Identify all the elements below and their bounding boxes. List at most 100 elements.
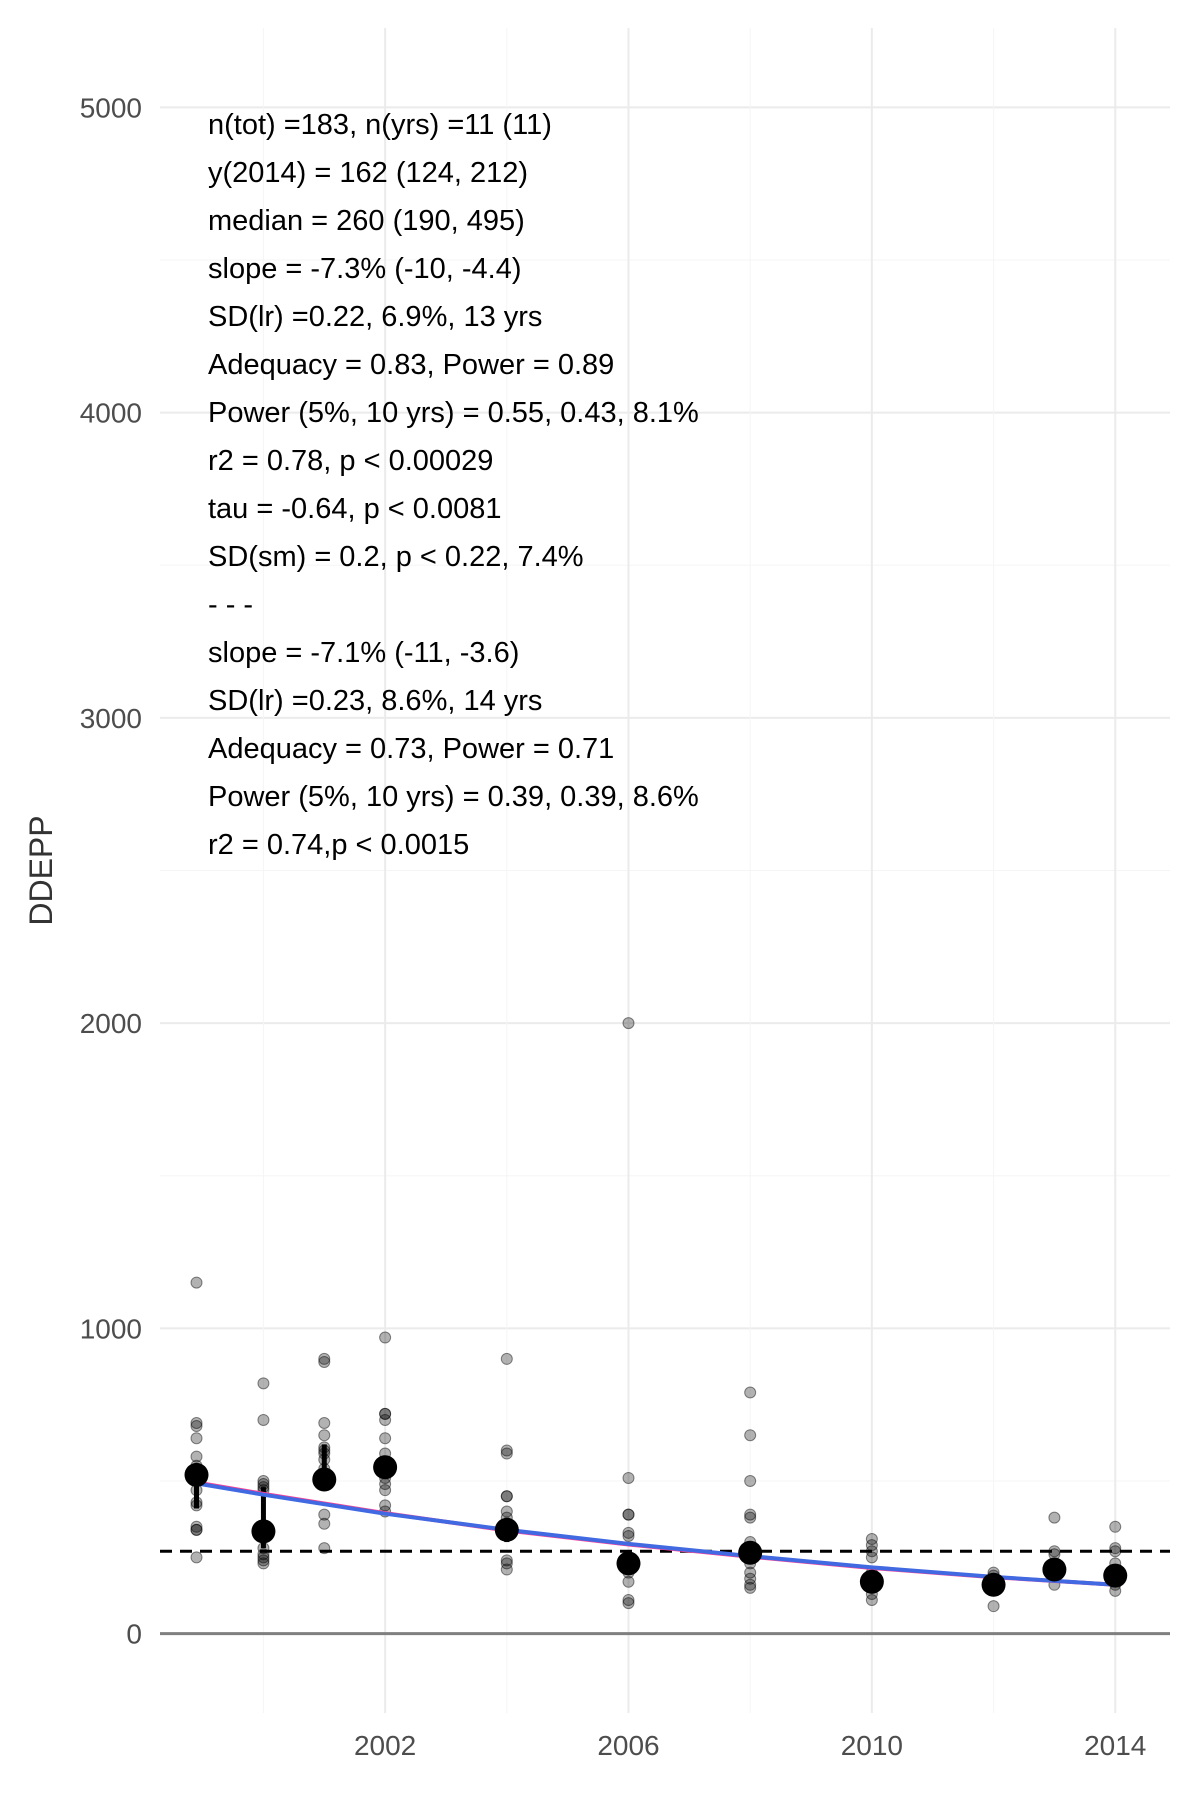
raw-point — [379, 1407, 392, 1420]
raw-point — [257, 1557, 270, 1570]
raw-point — [744, 1511, 757, 1524]
raw-point — [500, 1554, 513, 1567]
raw-point — [744, 1386, 757, 1399]
raw-point — [318, 1417, 331, 1430]
raw-point — [257, 1551, 270, 1564]
yearly-median-point — [859, 1569, 884, 1594]
raw-point — [1109, 1545, 1122, 1558]
stats-annotation-line: y(2014) = 162 (124, 212) — [208, 157, 528, 189]
raw-point — [318, 1508, 331, 1521]
raw-point — [318, 1429, 331, 1442]
x-tick-label: 2014 — [1084, 1730, 1146, 1761]
raw-point — [500, 1447, 513, 1460]
raw-point — [190, 1450, 203, 1463]
raw-point — [622, 1597, 635, 1610]
raw-point — [500, 1563, 513, 1576]
raw-point — [500, 1490, 513, 1503]
y-tick-label: 2000 — [80, 1008, 142, 1039]
raw-point — [865, 1533, 878, 1546]
raw-point — [744, 1475, 757, 1488]
raw-point — [257, 1377, 270, 1390]
raw-point — [190, 1432, 203, 1445]
y-tick-label: 4000 — [80, 398, 142, 429]
raw-point — [1109, 1542, 1122, 1555]
yearly-median-point — [1042, 1557, 1067, 1582]
stats-annotation-line: r2 = 0.74,p < 0.0015 — [208, 829, 469, 861]
raw-point — [379, 1413, 392, 1426]
raw-point — [257, 1413, 270, 1426]
raw-points-layer — [190, 1017, 1122, 1613]
raw-point — [379, 1499, 392, 1512]
yearly-median-point — [312, 1467, 337, 1492]
stats-annotation-line: SD(sm) = 0.2, p < 0.22, 7.4% — [208, 541, 584, 573]
raw-point — [190, 1523, 203, 1536]
raw-point — [865, 1594, 878, 1607]
y-tick-labels: 0 1000 2000 3000 4000 5000 — [80, 92, 142, 1649]
raw-point — [190, 1417, 203, 1430]
trend-lines-layer — [196, 1480, 1116, 1587]
raw-point — [865, 1551, 878, 1564]
raw-point — [622, 1471, 635, 1484]
x-tick-label: 2002 — [354, 1730, 416, 1761]
stats-annotation-line: tau = -0.64, p < 0.0081 — [208, 493, 501, 525]
raw-point — [622, 1017, 635, 1030]
stats-annotation-line: Power (5%, 10 yrs) = 0.39, 0.39, 8.6% — [208, 781, 699, 813]
stats-annotation-line: median = 260 (190, 495) — [208, 205, 525, 237]
yearly-median-point — [738, 1540, 763, 1565]
stats-annotations: n(tot) =183, n(yrs) =11 (11) y(2014) = 16… — [208, 109, 699, 861]
raw-point — [500, 1444, 513, 1457]
stats-annotation-line: Power (5%, 10 yrs) = 0.55, 0.43, 8.1% — [208, 397, 699, 429]
raw-point — [622, 1529, 635, 1542]
stats-annotation-line: SD(lr) =0.22, 6.9%, 13 yrs — [208, 301, 542, 333]
y-tick-label: 3000 — [80, 703, 142, 734]
raw-point — [318, 1352, 331, 1365]
yearly-median-point — [616, 1551, 641, 1576]
grid — [160, 28, 1170, 1713]
raw-point — [744, 1508, 757, 1521]
raw-point — [190, 1420, 203, 1433]
raw-point — [622, 1526, 635, 1539]
yearly-median-point — [981, 1572, 1006, 1597]
raw-point — [622, 1508, 635, 1521]
stats-annotation-line: r2 = 0.78, p < 0.00029 — [208, 445, 493, 477]
raw-point — [379, 1407, 392, 1420]
raw-point — [318, 1542, 331, 1555]
whiskers-layer — [194, 1444, 1118, 1588]
yearly-median-point — [1103, 1563, 1128, 1588]
y-tick-label: 0 — [126, 1619, 142, 1650]
raw-point — [500, 1352, 513, 1365]
yearly-median-point — [251, 1519, 276, 1544]
raw-point — [379, 1331, 392, 1344]
y-axis-title: DDEPP — [23, 815, 59, 925]
stats-annotation-line: SD(lr) =0.23, 8.6%, 14 yrs — [208, 685, 542, 717]
raw-point — [318, 1355, 331, 1368]
raw-point — [379, 1432, 392, 1445]
raw-point — [1048, 1545, 1061, 1558]
raw-point — [190, 1520, 203, 1533]
yearly-median-point — [494, 1517, 519, 1542]
stats-annotation-line: slope = -7.3% (-10, -4.4) — [208, 253, 522, 285]
raw-point — [257, 1554, 270, 1567]
raw-point — [190, 1276, 203, 1289]
raw-point — [500, 1505, 513, 1518]
trend-line — [196, 1481, 1116, 1587]
raw-point — [865, 1539, 878, 1552]
trend-line — [196, 1480, 1116, 1587]
raw-point — [744, 1566, 757, 1579]
raw-point — [190, 1523, 203, 1536]
yearly-medians-layer — [184, 1455, 1128, 1597]
x-tick-labels: 2002 2006 2010 2014 — [354, 1730, 1146, 1761]
raw-point — [744, 1581, 757, 1594]
raw-point — [257, 1548, 270, 1561]
stats-annotation-line: - - - — [208, 589, 253, 621]
y-tick-label: 5000 — [80, 92, 142, 123]
stats-annotation-line: n(tot) =183, n(yrs) =11 (11) — [208, 109, 552, 141]
x-tick-label: 2010 — [841, 1730, 903, 1761]
raw-point — [500, 1557, 513, 1570]
y-tick-label: 1000 — [80, 1313, 142, 1344]
stats-annotation-line: Adequacy = 0.83, Power = 0.89 — [208, 349, 614, 381]
yearly-median-point — [184, 1462, 209, 1487]
raw-point — [744, 1578, 757, 1591]
raw-point — [622, 1594, 635, 1607]
